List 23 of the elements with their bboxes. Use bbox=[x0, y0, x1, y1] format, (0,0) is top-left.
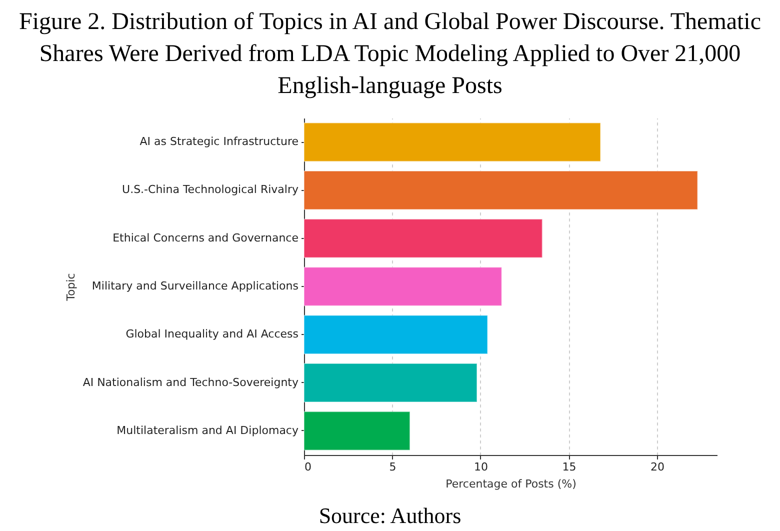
x-tick-label: 15 bbox=[562, 460, 576, 474]
y-tick-label: AI Nationalism and Techno-Sovereignty bbox=[82, 376, 299, 389]
x-tick-label: 5 bbox=[389, 460, 396, 474]
bar bbox=[304, 411, 410, 451]
x-tick-label: 10 bbox=[474, 460, 488, 474]
bar bbox=[304, 170, 698, 210]
x-tick-label: 0 bbox=[304, 460, 312, 474]
bar bbox=[304, 363, 478, 403]
chart-title: Figure 2. Distribution of Topics in AI and Global Power Discourse. Thematic Shares Were Derived from LDA Topic Modeling Applied to Over 21,000 English-language Posts bbox=[19, 9, 761, 99]
source-note: Source: Authors bbox=[318, 503, 462, 528]
y-tick-label: Multilateralism and AI Diplomacy bbox=[116, 424, 299, 437]
bar bbox=[304, 266, 502, 306]
y-tick-label: U.S.-China Technological Rivalry bbox=[122, 183, 299, 196]
bar bbox=[304, 314, 488, 354]
x-tick-label: 20 bbox=[650, 460, 664, 474]
y-tick-label: Global Inequality and AI Access bbox=[126, 328, 299, 341]
y-axis-title: Topic bbox=[64, 273, 78, 302]
bar bbox=[304, 218, 543, 258]
x-axis-title: Percentage of Posts (%) bbox=[446, 478, 576, 490]
y-tick-label: AI as Strategic Infrastructure bbox=[140, 135, 299, 148]
y-tick-label: Military and Surveillance Applications bbox=[92, 280, 299, 292]
bar bbox=[304, 122, 602, 162]
y-tick-label: Ethical Concerns and Governance bbox=[112, 231, 299, 244]
